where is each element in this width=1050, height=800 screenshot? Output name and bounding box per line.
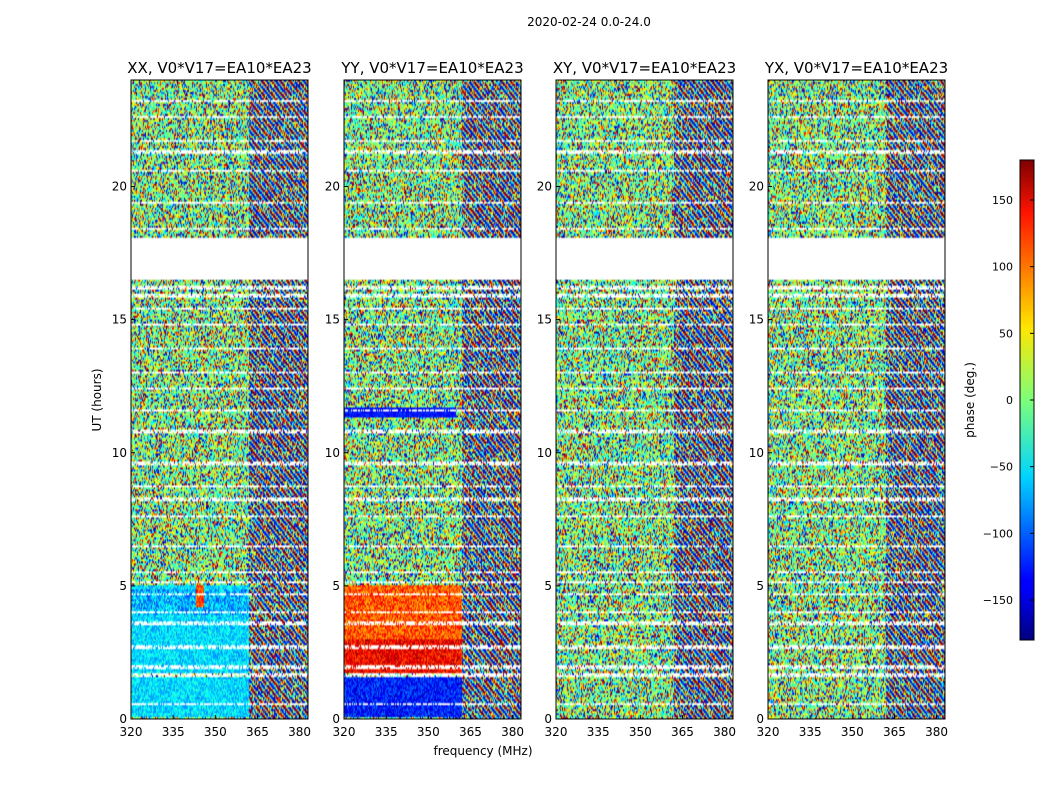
x-tick-label-xx-380: 380 xyxy=(288,725,311,739)
panel-title-xx: XX, V0*V17=EA10*EA23 xyxy=(127,59,311,77)
heatmap-yx xyxy=(768,80,945,719)
panel-yx: YX, V0*V17=EA10*EA23 320 335 350 365 380 0 5 10 1… xyxy=(749,59,948,739)
x-tick-label-xx-320: 320 xyxy=(120,725,143,739)
y-tick-label-xy-0: 0 xyxy=(544,712,552,726)
y-tick-label-xy-10: 10 xyxy=(537,446,552,460)
axes-frame-xy xyxy=(555,79,734,720)
panel-xx: XX, V0*V17=EA10*EA23 320 335 350 365 380 0 5 10 1… xyxy=(112,59,312,739)
y-tick-label-yx-10: 10 xyxy=(749,446,764,460)
colorbar-tick-label-100: 100 xyxy=(992,261,1013,274)
y-tick-label-xy-20: 20 xyxy=(537,180,552,194)
x-tick-label-xx-350: 350 xyxy=(204,725,227,739)
x-tick-label-xy-365: 365 xyxy=(671,725,694,739)
x-tick-label-yy-350: 350 xyxy=(417,725,440,739)
y-tick-label-xx-0: 0 xyxy=(119,712,127,726)
x-tick-label-yx-365: 365 xyxy=(883,725,906,739)
x-tick-label-xy-380: 380 xyxy=(713,725,736,739)
x-tick-label-yy-380: 380 xyxy=(501,725,524,739)
y-tick-label-yx-5: 5 xyxy=(756,579,764,593)
y-tick-label-yy-15: 15 xyxy=(325,313,340,327)
panels: XX, V0*V17=EA10*EA23 320 335 350 365 380 0 5 10 1… xyxy=(112,59,948,739)
x-tick-label-xy-320: 320 xyxy=(545,725,568,739)
y-tick-label-xx-15: 15 xyxy=(112,313,127,327)
x-tick-label-yy-320: 320 xyxy=(333,725,356,739)
x-tick-label-yx-320: 320 xyxy=(757,725,780,739)
axes-frame-yy xyxy=(343,79,522,720)
heatmap-xy xyxy=(556,80,733,719)
colorbar-tick-label--50: −50 xyxy=(990,461,1013,474)
y-tick-label-yy-0: 0 xyxy=(332,712,340,726)
y-tick-label-xy-15: 15 xyxy=(537,313,552,327)
y-tick-label-xx-10: 10 xyxy=(112,446,127,460)
y-tick-label-xx-5: 5 xyxy=(119,579,127,593)
axes-frame-yx xyxy=(767,79,946,720)
x-tick-label-xy-350: 350 xyxy=(629,725,652,739)
panel-title-yx: YX, V0*V17=EA10*EA23 xyxy=(764,59,948,77)
y-tick-label-xy-5: 5 xyxy=(544,579,552,593)
colorbar-tick-label--150: −150 xyxy=(983,594,1013,607)
x-tick-label-yy-335: 335 xyxy=(375,725,398,739)
colorbar-tick-label-50: 50 xyxy=(999,327,1013,340)
colorbar-label: phase (deg.) xyxy=(963,362,977,438)
y-tick-label-xx-20: 20 xyxy=(112,180,127,194)
colorbar-tick-label--100: −100 xyxy=(983,527,1013,540)
colorbar-ticks: 150 100 50 0 −50 −100 −150 xyxy=(983,194,1034,607)
panel-title-yy: YY, V0*V17=EA10*EA23 xyxy=(340,59,523,77)
x-tick-label-xy-335: 335 xyxy=(587,725,610,739)
x-tick-label-yy-365: 365 xyxy=(459,725,482,739)
x-tick-label-yx-380: 380 xyxy=(925,725,948,739)
panel-xy: XY, V0*V17=EA10*EA23 320 335 350 365 380 0 5 10 1… xyxy=(537,59,736,739)
y-tick-label-yx-15: 15 xyxy=(749,313,764,327)
x-tick-label-yx-350: 350 xyxy=(841,725,864,739)
x-tick-label-yx-335: 335 xyxy=(799,725,822,739)
axes-frame-xx xyxy=(130,79,309,720)
y-tick-label-yx-20: 20 xyxy=(749,180,764,194)
heatmap-xx xyxy=(131,80,308,719)
y-tick-label-yy-10: 10 xyxy=(325,446,340,460)
x-axis-label: frequency (MHz) xyxy=(433,744,532,758)
y-tick-label-yy-5: 5 xyxy=(332,579,340,593)
figure-suptitle: 2020-02-24 0.0-24.0 xyxy=(527,15,651,29)
x-tick-label-xx-335: 335 xyxy=(162,725,185,739)
y-tick-label-yx-0: 0 xyxy=(756,712,764,726)
x-tick-label-xx-365: 365 xyxy=(246,725,269,739)
colorbar-tick-label-0: 0 xyxy=(1006,394,1013,407)
panel-title-xy: XY, V0*V17=EA10*EA23 xyxy=(553,59,736,77)
panel-yy: YY, V0*V17=EA10*EA23 320 335 350 365 380 0 5 10 1… xyxy=(325,59,524,739)
heatmap-yy xyxy=(344,80,521,719)
y-axis-label: UT (hours) xyxy=(90,368,104,431)
colorbar-tick-label-150: 150 xyxy=(992,194,1013,207)
colorbar: 150 100 50 0 −50 −100 −150 phase (deg.) xyxy=(963,159,1035,641)
y-tick-label-yy-20: 20 xyxy=(325,180,340,194)
